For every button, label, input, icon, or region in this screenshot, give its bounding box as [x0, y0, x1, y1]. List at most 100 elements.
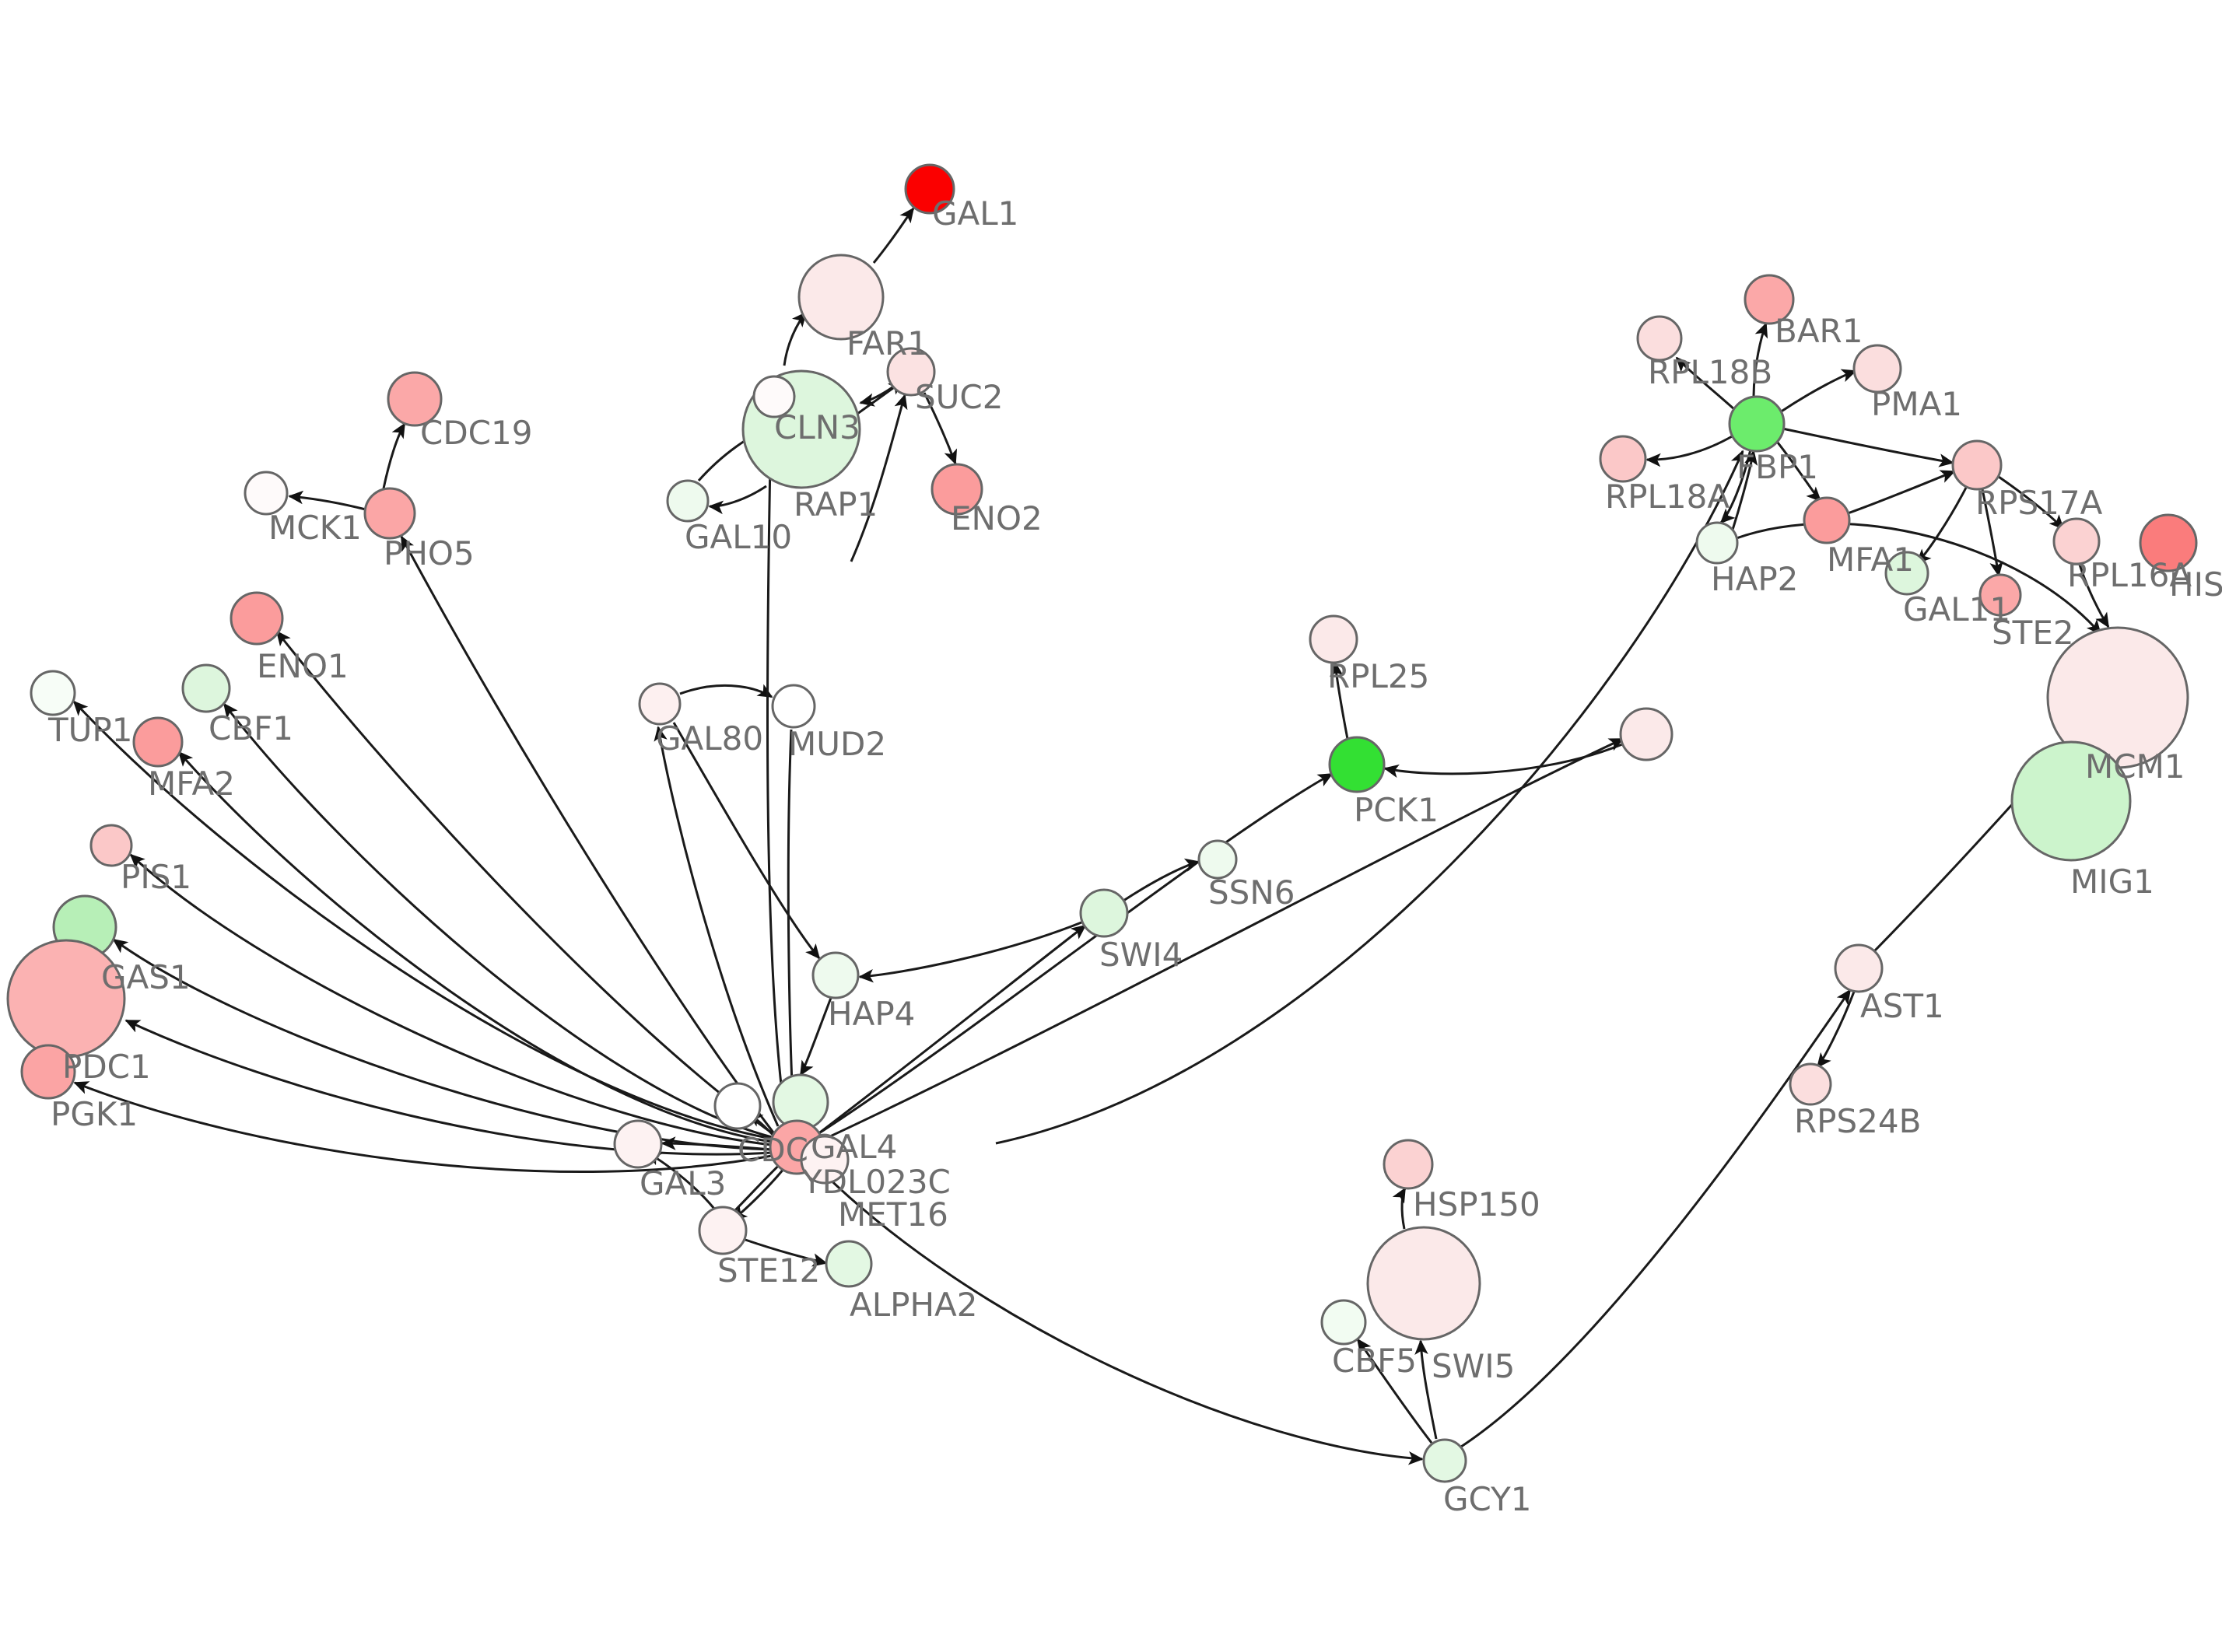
node-label-mfa1: MFA1 [1827, 541, 1914, 579]
node-cdc19[interactable] [387, 371, 443, 427]
node-rap1[interactable] [752, 375, 796, 418]
node-his4[interactable] [2139, 513, 2198, 572]
node-bar1[interactable] [1744, 274, 1795, 325]
node-suc2[interactable] [886, 347, 936, 397]
edge-fbp1-to-bar1 [1752, 322, 1768, 399]
edge-gal4-to-pis1 [129, 853, 773, 1146]
edge-gal4-to-rap1 [763, 418, 787, 1124]
node-rpl25[interactable] [1309, 614, 1358, 664]
node-mck1[interactable] [244, 471, 289, 516]
edge-rps17a-to-rpl16a [1998, 475, 2065, 530]
node-label-swi4: SWI4 [1099, 936, 1183, 974]
node-eno1[interactable] [230, 591, 284, 646]
node-label-gal1: GAL1 [932, 194, 1018, 233]
node-rps17a[interactable] [1951, 439, 2003, 491]
edge-mfa1-to-rps17a [1847, 470, 1956, 515]
node-label-ste2: STE2 [1992, 614, 2074, 652]
node-pma1[interactable] [1852, 344, 1902, 394]
node-mig1[interactable] [2010, 740, 2132, 862]
node-cbf1[interactable] [181, 663, 231, 713]
node-label-rps17a: RPS17A [1975, 484, 2103, 522]
node-hap2[interactable] [1695, 521, 1739, 565]
node-label-met16: MET16 [838, 1195, 948, 1234]
node-label-pis1: PIS1 [121, 858, 191, 896]
node-ydl023c[interactable] [800, 1135, 850, 1185]
node-label-ssn6: SSN6 [1208, 873, 1295, 912]
node-pis1[interactable] [89, 824, 133, 867]
node-rpl16a[interactable] [2052, 517, 2101, 565]
node-ste2[interactable] [1978, 573, 2022, 617]
node-gal3[interactable] [613, 1119, 663, 1169]
node-pho5[interactable] [363, 487, 416, 540]
node-label-pdc1: PDC1 [62, 1048, 151, 1086]
edge-fbp1-to-rpl18b [1675, 356, 1737, 411]
edge-rpl16a-to-mcm1 [2078, 564, 2110, 628]
node-gal10[interactable] [666, 479, 710, 523]
edge-gal80-to-hap4 [672, 722, 821, 960]
node-label-alpha2: ALPHA2 [850, 1286, 978, 1324]
node-ste12[interactable] [698, 1206, 748, 1255]
node-label-pma1: PMA1 [1871, 385, 1962, 423]
node-rpl18a[interactable] [1599, 435, 1647, 483]
edge-gcy1-to-ast1 [1460, 989, 1852, 1448]
node-eno2[interactable] [931, 463, 983, 516]
node-swi4[interactable] [1079, 888, 1129, 938]
node-label-fbp1: FBP1 [1737, 448, 1818, 486]
node-ast1[interactable] [1834, 943, 1884, 993]
edge-suc2-to-eno2 [923, 392, 958, 465]
node-label-rpl18a: RPL18A [1605, 478, 1730, 516]
edge-swi5-to-hsp150 [1392, 1187, 1407, 1230]
edge-cln3-to-far1 [783, 311, 808, 366]
node-gal11[interactable] [1884, 551, 1929, 596]
node-label-ast1: AST1 [1860, 987, 1944, 1025]
node-label-pho5: PHO5 [384, 534, 475, 572]
edge-swi4-to-hap4 [858, 921, 1082, 983]
node-label-mud2: MUD2 [788, 725, 886, 763]
edge-mud2-to-gal4 [786, 729, 800, 1120]
node-tup1[interactable] [30, 670, 76, 716]
node-ssn6[interactable] [1197, 839, 1238, 880]
edge-gal4-to-tup1 [72, 700, 773, 1140]
node-layer [6, 163, 2198, 1483]
node-pgk1[interactable] [20, 1044, 76, 1100]
edge-gal4-to-gal3 [661, 1136, 773, 1151]
node-label-rpl18b: RPL18B [1648, 353, 1772, 391]
node-far1[interactable] [797, 254, 885, 341]
node-label-far1: FAR1 [846, 324, 928, 362]
node-label-tup1: TUP1 [47, 711, 132, 749]
node-gal80[interactable] [638, 682, 682, 726]
node-label-hsp150: HSP150 [1413, 1185, 1540, 1223]
node-mfa2[interactable] [132, 716, 184, 768]
node-rpl18b[interactable] [1636, 315, 1683, 362]
node-label-gal10: GAL10 [685, 518, 792, 556]
edge-hap2-to-fbp1 [1731, 450, 1758, 530]
node-label-ydl023c: YDL023C [801, 1163, 951, 1201]
node-label-gal11: GAL11 [1903, 590, 2010, 628]
node-cbf5[interactable] [1320, 1299, 1367, 1346]
edge-gal4-to-ste12 [731, 1167, 786, 1221]
node-hsp150[interactable] [1383, 1139, 1434, 1190]
node-label-rap1: RAP1 [794, 485, 878, 523]
node-swi5[interactable] [1366, 1226, 1481, 1341]
node-label-gas1: GAS1 [101, 958, 191, 996]
node-label-cbf1: CBF1 [209, 709, 293, 747]
node-unnamed1[interactable] [1619, 707, 1674, 761]
node-pck1[interactable] [1328, 736, 1386, 793]
edge-gal4-to-cbf1 [223, 702, 773, 1139]
edge-rap1-to-suc2 [850, 394, 908, 562]
node-label-swi5: SWI5 [1432, 1347, 1515, 1385]
node-alpha2[interactable] [825, 1240, 873, 1288]
node-label-mck1: MCK1 [268, 509, 362, 547]
node-rps24b[interactable] [1789, 1062, 1832, 1106]
node-label-rps24b: RPS24B [1794, 1102, 1921, 1140]
node-gal1[interactable] [904, 163, 955, 215]
node-hap4[interactable] [811, 951, 860, 999]
node-label-hap2: HAP2 [1711, 560, 1798, 598]
node-fbp1[interactable] [1728, 395, 1786, 453]
node-mud2[interactable] [771, 684, 816, 729]
node-gcy1[interactable] [1422, 1438, 1467, 1483]
node-cdc[interactable] [713, 1082, 762, 1130]
node-label-eno1: ENO1 [257, 647, 349, 685]
node-mfa1[interactable] [1803, 496, 1851, 544]
